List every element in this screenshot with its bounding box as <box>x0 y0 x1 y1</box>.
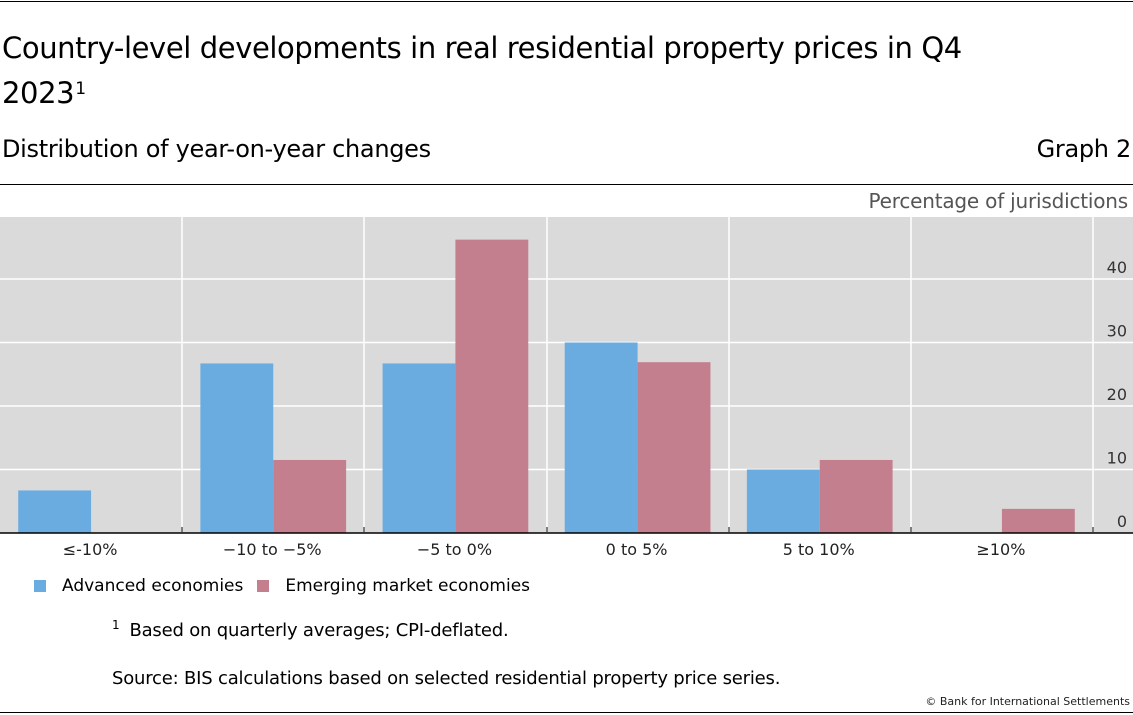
legend: Advanced economies Emerging market econo… <box>34 576 544 596</box>
legend-swatch-advanced <box>34 580 46 592</box>
x-tick-label: 5 to 10% <box>783 540 855 559</box>
bar-emerging <box>819 459 893 533</box>
bar-emerging <box>455 239 529 533</box>
y-axis-labels: 0 10 20 30 40 <box>1107 258 1127 531</box>
source-note: Source: BIS calculations based on select… <box>112 668 781 689</box>
chart-subtitle: Distribution of year-on-year changes <box>2 135 431 163</box>
y-tick-label: 30 <box>1107 322 1127 341</box>
graph-number: Graph 2 <box>1036 135 1132 163</box>
x-tick-label: −5 to 0% <box>417 540 492 559</box>
y-axis-unit-label: Percentage of jurisdictions <box>868 189 1128 213</box>
y-tick-label: 20 <box>1107 385 1127 404</box>
x-tick-label: ≤-10% <box>63 540 118 559</box>
title-footnote-marker: 1 <box>75 79 86 99</box>
footnote-text: Based on quarterly averages; CPI-deflate… <box>129 620 509 641</box>
bar-advanced <box>200 363 274 533</box>
vertical-gridlines <box>181 217 1094 533</box>
bar-advanced <box>564 342 638 533</box>
bar-advanced <box>382 363 456 533</box>
x-axis-labels: ≤-10% −10 to −5% −5 to 0% 0 to 5% 5 to 10% ≥1… <box>63 540 1026 559</box>
x-tick-label: ≥10% <box>976 540 1025 559</box>
x-tick-label: 0 to 5% <box>606 540 668 559</box>
legend-label-advanced: Advanced economies <box>62 576 244 596</box>
bottom-rule <box>0 712 1133 713</box>
y-tick-label: 0 <box>1117 512 1127 531</box>
y-tick-label: 40 <box>1107 258 1127 277</box>
bar-emerging <box>637 362 711 533</box>
x-axis-ticks <box>181 527 1094 533</box>
bar-emerging <box>1001 508 1075 533</box>
bars <box>18 239 1075 533</box>
legend-item-advanced: Advanced economies <box>34 576 243 596</box>
footnote-marker: 1 <box>112 618 120 632</box>
bar-advanced <box>18 490 92 533</box>
bar-chart: ≤-10% −10 to −5% −5 to 0% 0 to 5% 5 to 10% ≥1… <box>0 217 1133 559</box>
y-tick-label: 10 <box>1107 449 1127 468</box>
legend-swatch-emerging <box>257 580 270 592</box>
bar-advanced <box>746 469 820 533</box>
legend-item-emerging: Emerging market economies <box>257 576 530 596</box>
footnote: 1 Based on quarterly averages; CPI-deflat… <box>112 618 509 641</box>
top-rule <box>0 1 1133 2</box>
bar-emerging <box>273 459 347 533</box>
copyright: © Bank for International Settlements <box>925 695 1130 708</box>
legend-label-emerging: Emerging market economies <box>285 576 531 596</box>
x-tick-label: −10 to −5% <box>223 540 322 559</box>
header-rule <box>0 184 1133 185</box>
chart-title-text: Country-level developments in real resid… <box>2 31 962 110</box>
chart-title: Country-level developments in real resid… <box>2 26 1002 116</box>
